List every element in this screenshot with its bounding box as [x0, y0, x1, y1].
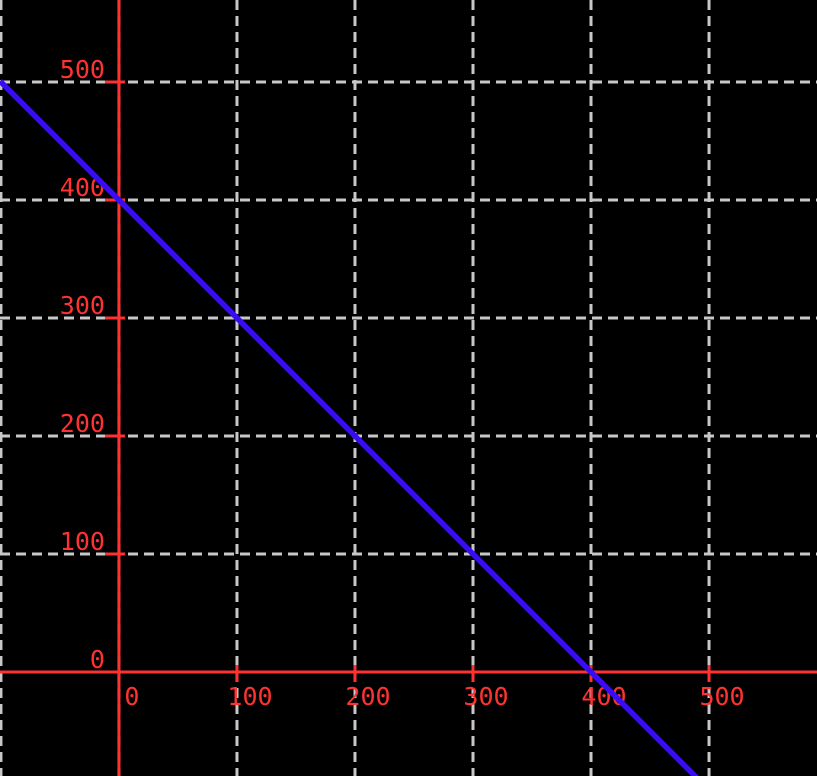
y-tick-label: 200	[60, 409, 105, 438]
y-tick-label: 0	[90, 645, 105, 674]
x-tick-label: 500	[699, 682, 744, 711]
x-tick-label: 0	[124, 682, 139, 711]
y-tick-label: 100	[60, 527, 105, 556]
x-tick-label: 100	[227, 682, 272, 711]
function-line	[0, 79, 699, 776]
x-tick-label: 200	[345, 682, 390, 711]
y-tick-label: 300	[60, 291, 105, 320]
y-tick-label: 500	[60, 55, 105, 84]
x-tick-label: 300	[463, 682, 508, 711]
